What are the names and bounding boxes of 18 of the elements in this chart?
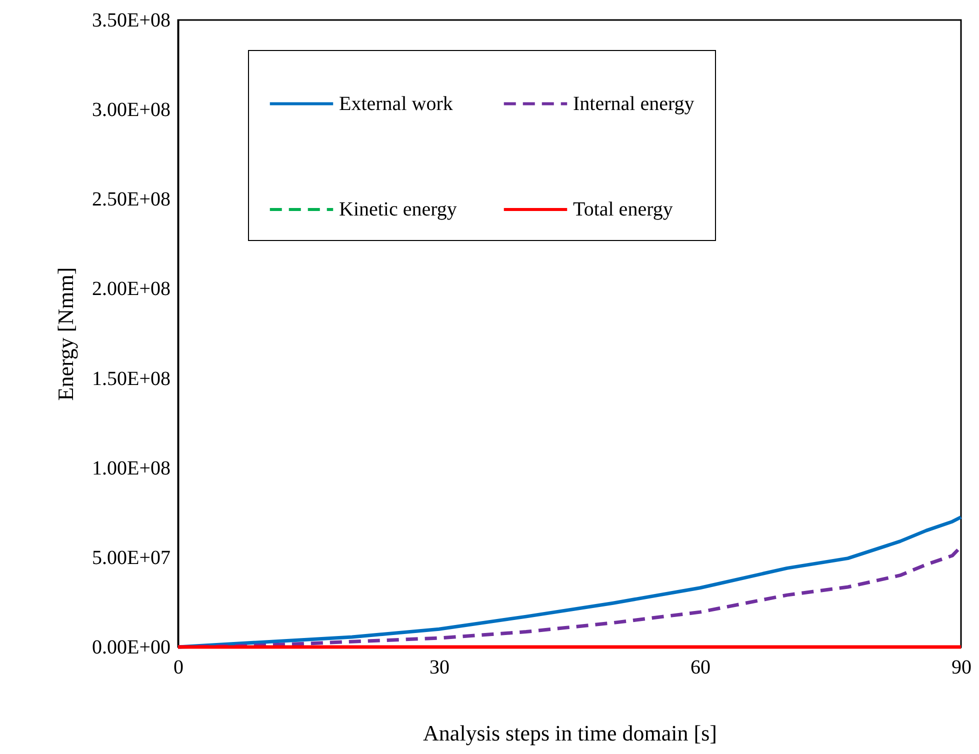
y-tick-label: 3.50E+08 bbox=[92, 10, 170, 32]
y-tick-label: 1.00E+08 bbox=[92, 457, 170, 480]
y-tick-label: 0.00E+00 bbox=[92, 636, 170, 658]
y-tick-label: 2.00E+08 bbox=[92, 278, 170, 300]
y-tick-label: 2.50E+08 bbox=[92, 188, 170, 211]
x-tick-label: 60 bbox=[690, 656, 710, 678]
x-tick-label: 30 bbox=[430, 656, 450, 678]
y-tick-label: 3.00E+08 bbox=[92, 99, 170, 122]
legend-label: Internal energy bbox=[573, 92, 694, 115]
x-axis-title: Analysis steps in time domain [s] bbox=[423, 720, 717, 746]
y-tick-label: 1.50E+08 bbox=[92, 368, 170, 390]
x-tick-label: 0 bbox=[174, 656, 184, 678]
y-axis-title: Energy [Nmm] bbox=[53, 267, 78, 401]
legend-label: Total energy bbox=[573, 198, 673, 220]
x-tick-label: 90 bbox=[952, 656, 972, 678]
legend-label: External work bbox=[339, 92, 453, 115]
legend-label: Kinetic energy bbox=[339, 198, 457, 220]
y-tick-label: 5.00E+07 bbox=[92, 546, 170, 569]
